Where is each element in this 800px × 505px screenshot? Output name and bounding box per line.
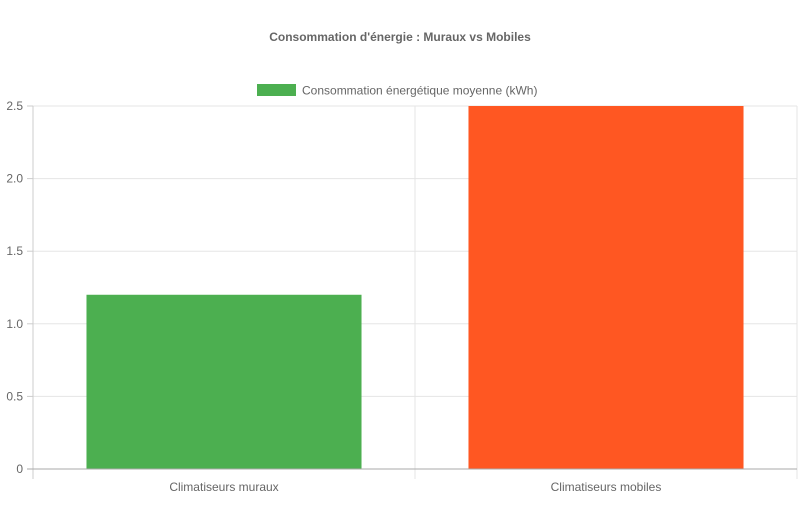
y-tick-label: 0 xyxy=(16,462,23,476)
legend-label: Consommation énergétique moyenne (kWh) xyxy=(302,84,537,98)
bar[interactable] xyxy=(86,294,362,469)
x-tick-label: Climatiseurs mobiles xyxy=(551,480,662,494)
bars xyxy=(86,106,744,469)
legend-swatch xyxy=(257,84,296,96)
axes: 0 0.5 1.0 1.5 2.0 2.5 Climatiseurs muraux Clima… xyxy=(6,99,797,494)
y-tick-label: 2.0 xyxy=(6,172,23,186)
bar[interactable] xyxy=(468,106,744,469)
y-tick-label: 1.5 xyxy=(6,244,23,258)
y-tick-label: 2.5 xyxy=(6,99,23,113)
y-tick-label: 1.0 xyxy=(6,317,23,331)
chart-title: Consommation d'énergie : Muraux vs Mobil… xyxy=(269,30,531,44)
y-tick-label: 0.5 xyxy=(6,389,23,403)
x-tick-label: Climatiseurs muraux xyxy=(169,480,278,494)
legend[interactable]: Consommation énergétique moyenne (kWh) xyxy=(257,84,537,98)
